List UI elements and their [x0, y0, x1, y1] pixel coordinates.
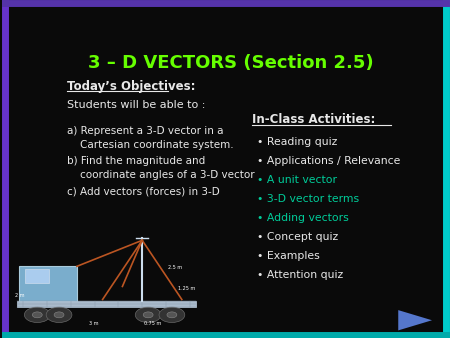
Text: b) Find the magnitude and
    coordinate angles of a 3-D vector: b) Find the magnitude and coordinate ang… — [67, 156, 254, 179]
Text: a) Represent a 3-D vector in a
    Cartesian coordinate system.: a) Represent a 3-D vector in a Cartesian… — [67, 126, 234, 150]
Text: • Attention quiz: • Attention quiz — [257, 270, 343, 280]
Circle shape — [54, 312, 64, 318]
Circle shape — [24, 307, 50, 322]
Text: • Adding vectors: • Adding vectors — [257, 213, 349, 223]
Text: c) Add vectors (forces) in 3-D: c) Add vectors (forces) in 3-D — [67, 186, 220, 196]
Polygon shape — [18, 301, 196, 307]
Text: Today’s Objectives:: Today’s Objectives: — [67, 80, 195, 93]
Text: • 3-D vector terms: • 3-D vector terms — [257, 194, 359, 204]
Text: 1.25 m: 1.25 m — [178, 286, 195, 291]
Text: • Concept quiz: • Concept quiz — [257, 232, 338, 242]
Text: Students will be able to :: Students will be able to : — [67, 100, 205, 111]
Text: • Reading quiz: • Reading quiz — [257, 137, 337, 147]
Circle shape — [167, 312, 177, 318]
Text: 3 – D VECTORS (Section 2.5): 3 – D VECTORS (Section 2.5) — [88, 54, 374, 72]
Circle shape — [46, 307, 72, 322]
Polygon shape — [19, 266, 77, 302]
Text: In-Class Activities:: In-Class Activities: — [252, 114, 375, 126]
Text: • A unit vector: • A unit vector — [257, 175, 337, 185]
Text: • Applications / Relevance: • Applications / Relevance — [257, 156, 400, 166]
Text: 2 m: 2 m — [15, 293, 25, 298]
Circle shape — [32, 312, 42, 318]
Text: • Examples: • Examples — [257, 251, 320, 261]
Polygon shape — [25, 269, 49, 283]
Circle shape — [159, 307, 185, 322]
Circle shape — [135, 307, 161, 322]
Text: 0.75 m: 0.75 m — [144, 321, 162, 327]
Circle shape — [143, 312, 153, 318]
Text: 2.5 m: 2.5 m — [168, 265, 182, 270]
Text: 3 m: 3 m — [89, 321, 98, 327]
Polygon shape — [398, 310, 432, 331]
